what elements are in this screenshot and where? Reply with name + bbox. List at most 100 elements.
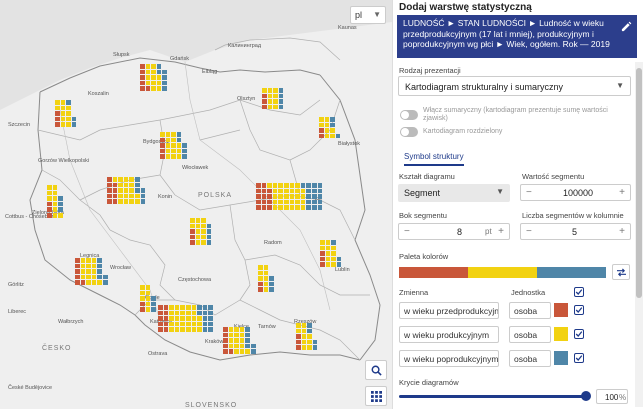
- variable-unit-input[interactable]: osoba: [509, 326, 551, 343]
- minus-icon[interactable]: −: [404, 226, 410, 237]
- variable-checkbox[interactable]: [574, 305, 584, 315]
- diagram-segment: [58, 196, 63, 201]
- diagram-segment: [306, 183, 311, 188]
- diagram-segment: [118, 182, 123, 188]
- variable-color-swatch[interactable]: [554, 303, 568, 317]
- scrollbar-thumb[interactable]: [636, 68, 642, 298]
- diagram-segment: [263, 276, 269, 281]
- diagram-segment: [269, 281, 274, 287]
- side-stepper[interactable]: − 8 pt +: [398, 223, 510, 240]
- plus-icon[interactable]: +: [619, 226, 625, 237]
- opacity-slider-track[interactable]: [399, 395, 587, 398]
- diagram-segment: [169, 316, 174, 321]
- variable-name-input[interactable]: w wieku przedprodukcyjnym: [399, 302, 499, 319]
- tab-symbol-structure[interactable]: Symbol struktury: [404, 152, 464, 166]
- variable-unit-input[interactable]: osoba: [509, 350, 551, 367]
- diagram-segment: [319, 117, 324, 122]
- minus-icon[interactable]: −: [526, 226, 532, 237]
- panel-scrollbar[interactable]: [635, 62, 643, 407]
- variable-color-swatch[interactable]: [554, 351, 568, 365]
- variable-color-swatch[interactable]: [554, 327, 568, 341]
- diagram-segment: [208, 327, 213, 332]
- opacity-input[interactable]: 100 %: [596, 389, 628, 404]
- color-palette[interactable]: [399, 267, 606, 278]
- segment-value-stepper[interactable]: − 100000 +: [520, 184, 631, 201]
- map-view[interactable]: pl ▼ Gdańsk Калининград Kaunas Słupsk El…: [0, 0, 392, 409]
- diagram-segment: [47, 213, 52, 218]
- diagram-segment: [145, 64, 151, 69]
- diagram-segment: [58, 201, 63, 207]
- diagram-segment: [55, 116, 60, 122]
- split-toggle[interactable]: [400, 127, 418, 137]
- diagram-segment: [140, 86, 145, 91]
- variable-unit-input[interactable]: osoba: [509, 302, 551, 319]
- chevron-down-icon: ▼: [373, 10, 381, 19]
- diagram-segment: [312, 194, 317, 199]
- diagram-segment: [258, 270, 263, 276]
- count-stepper[interactable]: − 5 +: [520, 223, 631, 240]
- diagram-segment: [272, 188, 278, 194]
- diagram-segment: [112, 182, 118, 188]
- place-label: Kaunas: [338, 25, 357, 31]
- diagram-segment: [256, 188, 261, 194]
- diagram-segment: [289, 183, 295, 188]
- swap-icon: [616, 267, 626, 277]
- diagram-segment: [75, 274, 80, 280]
- diagram-segment: [273, 93, 278, 99]
- minus-icon[interactable]: −: [526, 187, 532, 198]
- diagram-segment: [278, 188, 283, 194]
- search-button[interactable]: [365, 360, 387, 380]
- diagram-segment: [319, 122, 324, 128]
- grid-button[interactable]: [365, 386, 387, 406]
- diagram-segment: [201, 223, 206, 229]
- diagram-segment: [190, 234, 195, 240]
- place-label: Liberec: [8, 309, 27, 315]
- chevron-down-icon: ▼: [496, 187, 504, 196]
- palette-color-1: [399, 267, 468, 278]
- variable-checkbox[interactable]: [574, 353, 584, 363]
- language-select[interactable]: pl ▼: [350, 6, 386, 24]
- opacity-slider-thumb[interactable]: [581, 391, 591, 401]
- plus-icon[interactable]: +: [498, 226, 504, 237]
- variable-name-input[interactable]: w wieku poprodukcyjnym: [399, 350, 499, 367]
- diagram-segment: [151, 296, 156, 301]
- plus-icon[interactable]: +: [619, 187, 625, 198]
- diagram-segment: [171, 137, 176, 143]
- diagram-segment: [118, 177, 123, 182]
- swap-palette-button[interactable]: [612, 264, 630, 280]
- shape-select[interactable]: Segment ▼: [398, 184, 510, 202]
- diagram-segment: [145, 69, 151, 75]
- sum-toggle[interactable]: [400, 110, 418, 120]
- segment-value: 100000: [563, 188, 594, 198]
- diagram-segment: [239, 327, 245, 332]
- diagram-segment: [330, 128, 335, 133]
- diagram-segment: [258, 276, 263, 281]
- edit-icon[interactable]: [621, 21, 632, 32]
- diagram-segment: [261, 188, 267, 194]
- diagram-segment: [145, 307, 151, 312]
- variable-checkbox[interactable]: [574, 329, 584, 339]
- presentation-select[interactable]: Kartodiagram strukturalny i sumaryczny ▼: [398, 76, 631, 96]
- place-label: České Budějovice: [8, 385, 53, 391]
- diagram-segment: [52, 190, 58, 196]
- diagram-segment: [262, 104, 267, 110]
- diagram-segment: [186, 305, 191, 310]
- sum-toggle-label: Włącz sumaryczny (kartodiagram prezentuj…: [423, 107, 608, 122]
- diagram-segment: [140, 285, 145, 290]
- diagram-segment: [295, 199, 300, 205]
- diagram-segment: [66, 111, 71, 116]
- diagram-segment: [289, 199, 295, 205]
- variable-name-input[interactable]: w wieku produkcyjnym: [399, 326, 499, 343]
- diagram-segment: [296, 339, 301, 345]
- diagram-segment: [295, 188, 300, 194]
- diagram-segment: [86, 280, 91, 285]
- diagram-segment: [306, 199, 311, 205]
- diagram-segment: [47, 185, 52, 190]
- place-label: Konin: [158, 194, 173, 200]
- diagram-segment: [295, 194, 300, 199]
- diagram-segment: [55, 100, 60, 105]
- diagram-segment: [160, 154, 165, 159]
- diagram-segment: [86, 263, 91, 269]
- select-all-checkbox[interactable]: [574, 287, 584, 297]
- country-label: ČESKO: [42, 345, 72, 352]
